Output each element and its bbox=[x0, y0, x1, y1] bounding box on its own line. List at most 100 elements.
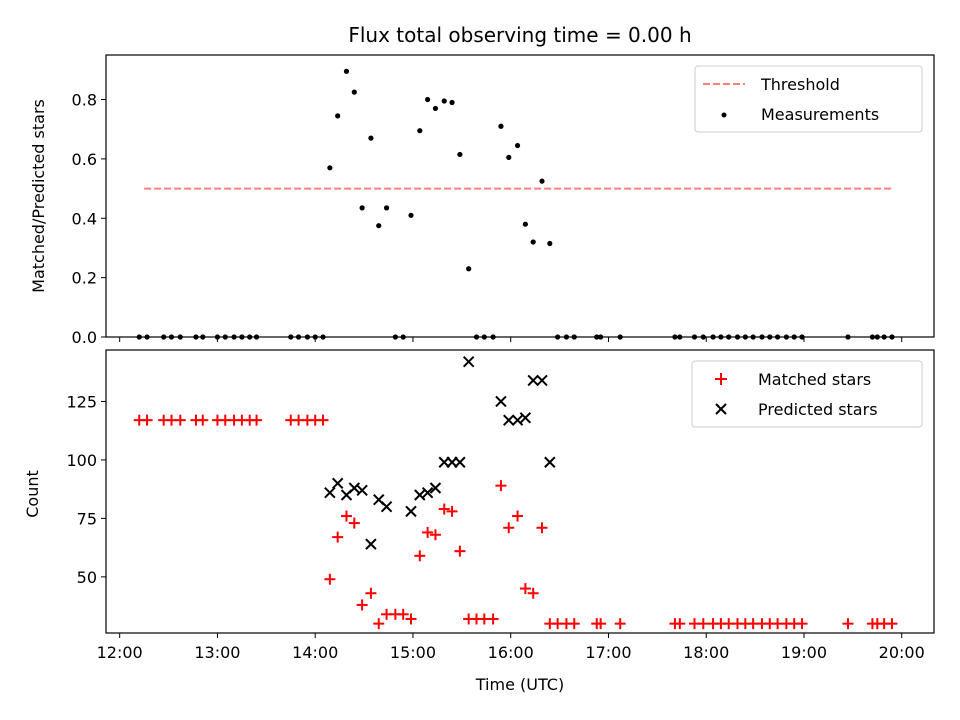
legend-measurements-label: Measurements bbox=[761, 105, 879, 124]
bottom-y-tick-label: 100 bbox=[66, 451, 97, 470]
predicted-star-point bbox=[462, 355, 475, 368]
predicted-star-stroke-b bbox=[519, 412, 532, 424]
matched-star-point bbox=[332, 531, 344, 543]
matched-star-point bbox=[527, 587, 539, 599]
matched-star-point bbox=[414, 550, 426, 562]
measurement-point bbox=[457, 151, 463, 158]
measurement-point bbox=[539, 178, 545, 184]
measurement-point bbox=[466, 266, 472, 272]
measurement-point bbox=[432, 105, 439, 112]
measurement-point bbox=[351, 89, 357, 95]
top-y-tick-label: 0.8 bbox=[72, 91, 97, 110]
matched-star-point bbox=[324, 573, 336, 585]
top-axes-frame bbox=[105, 54, 935, 338]
x-tick-label: 12:00 bbox=[97, 643, 143, 662]
matched-star-point bbox=[397, 608, 409, 620]
predicted-star-stroke-b bbox=[365, 538, 377, 550]
predicted-star-point bbox=[348, 482, 361, 494]
matched-star-point bbox=[251, 414, 263, 426]
measurement-point bbox=[547, 240, 553, 247]
matched-star-point bbox=[356, 599, 368, 611]
predicted-star-stroke-b bbox=[503, 414, 515, 426]
top-ticks: 0.0 0.2 0.4 0.6 0.8 bbox=[72, 91, 903, 347]
top-y-tick-label: 0.0 bbox=[72, 328, 97, 347]
measurement-point bbox=[368, 135, 374, 141]
chart-title: Flux total observing time = 0.00 h bbox=[348, 23, 691, 47]
x-tick-label: 13:00 bbox=[194, 643, 240, 662]
legend-predicted-label: Predicted stars bbox=[758, 400, 878, 419]
measurement-point bbox=[514, 142, 521, 149]
measurement-point bbox=[408, 212, 414, 218]
matched-star-point bbox=[446, 505, 458, 517]
legend-threshold-label: Threshold bbox=[760, 75, 840, 94]
x-tick-label: 15:00 bbox=[390, 643, 436, 662]
matched-star-point bbox=[422, 526, 434, 538]
measurement-point bbox=[530, 239, 536, 245]
predicted-star-point bbox=[356, 484, 368, 497]
matched-star-point bbox=[340, 510, 352, 522]
panel-bottom: 12:00 13:00 14:00 15:00 16:00 17:00 18:00 19:00… bbox=[23, 349, 935, 694]
matched-star-point bbox=[365, 587, 377, 599]
top-legend: Threshold Measurements bbox=[694, 65, 923, 133]
measurement-point bbox=[359, 205, 365, 211]
predicted-star-point bbox=[405, 505, 417, 518]
x-tick-label: 17:00 bbox=[585, 643, 631, 662]
matched-star-point bbox=[842, 618, 854, 630]
top-y-tick-label: 0.6 bbox=[72, 150, 97, 169]
x-tick-label: 18:00 bbox=[683, 643, 729, 662]
matched-star-point bbox=[595, 618, 607, 630]
top-ylabel: Matched/Predicted stars bbox=[29, 99, 48, 293]
bottom-y-tick-label: 75 bbox=[77, 509, 97, 528]
measurement-point bbox=[343, 68, 350, 74]
count-points bbox=[133, 355, 898, 630]
matched-star-point bbox=[174, 414, 186, 426]
predicted-star-point bbox=[527, 374, 539, 387]
legend-matched-swatch bbox=[715, 373, 727, 385]
predicted-star-stroke-b bbox=[414, 489, 426, 501]
matched-star-point bbox=[886, 618, 898, 630]
matched-star-point bbox=[487, 613, 499, 625]
measurement-point bbox=[522, 221, 528, 227]
xlabel: Time (UTC) bbox=[475, 675, 564, 694]
matched-star-point bbox=[568, 618, 580, 630]
legend-matched-label: Matched stars bbox=[758, 370, 871, 389]
x-tick-label: 19:00 bbox=[781, 643, 827, 662]
matched-star-point bbox=[697, 618, 709, 630]
predicted-star-stroke-b bbox=[544, 456, 556, 468]
predicted-star-point bbox=[324, 486, 336, 499]
predicted-star-point bbox=[495, 395, 507, 408]
bottom-y-tick-label: 125 bbox=[66, 392, 97, 411]
predicted-star-stroke-b bbox=[511, 414, 524, 426]
bottom-axes-frame bbox=[105, 349, 935, 634]
bottom-ylabel: Count bbox=[23, 470, 42, 518]
measurement-point bbox=[506, 154, 512, 161]
predicted-star-point bbox=[454, 456, 466, 468]
predicted-star-stroke-b bbox=[380, 500, 393, 513]
predicted-star-point bbox=[429, 482, 442, 494]
matched-star-point bbox=[348, 517, 360, 529]
measurement-point bbox=[441, 98, 447, 104]
matched-star-point bbox=[519, 583, 531, 595]
measurement-point bbox=[376, 223, 382, 229]
matched-star-point bbox=[197, 414, 209, 426]
matched-star-point bbox=[141, 414, 153, 426]
matched-star-point bbox=[512, 510, 524, 522]
measurement-point bbox=[417, 128, 423, 134]
top-y-tick-label: 0.2 bbox=[72, 269, 97, 288]
predicted-star-stroke-b bbox=[462, 355, 475, 368]
matched-star-point bbox=[373, 618, 385, 630]
matched-star-point bbox=[503, 522, 515, 534]
matched-star-point bbox=[317, 414, 329, 426]
predicted-star-point bbox=[414, 489, 426, 501]
measurement-point bbox=[425, 96, 431, 103]
predicted-star-point bbox=[331, 477, 344, 490]
predicted-star-stroke-b bbox=[405, 505, 417, 518]
bottom-ticks: 12:00 13:00 14:00 15:00 16:00 17:00 18:00 19:00… bbox=[66, 392, 924, 662]
x-tick-label: 16:00 bbox=[488, 643, 534, 662]
predicted-star-stroke-b bbox=[331, 477, 344, 490]
predicted-star-stroke-b bbox=[495, 395, 507, 408]
predicted-star-point bbox=[421, 486, 434, 499]
predicted-star-stroke-b bbox=[421, 486, 434, 499]
x-tick-label: 14:00 bbox=[292, 643, 338, 662]
